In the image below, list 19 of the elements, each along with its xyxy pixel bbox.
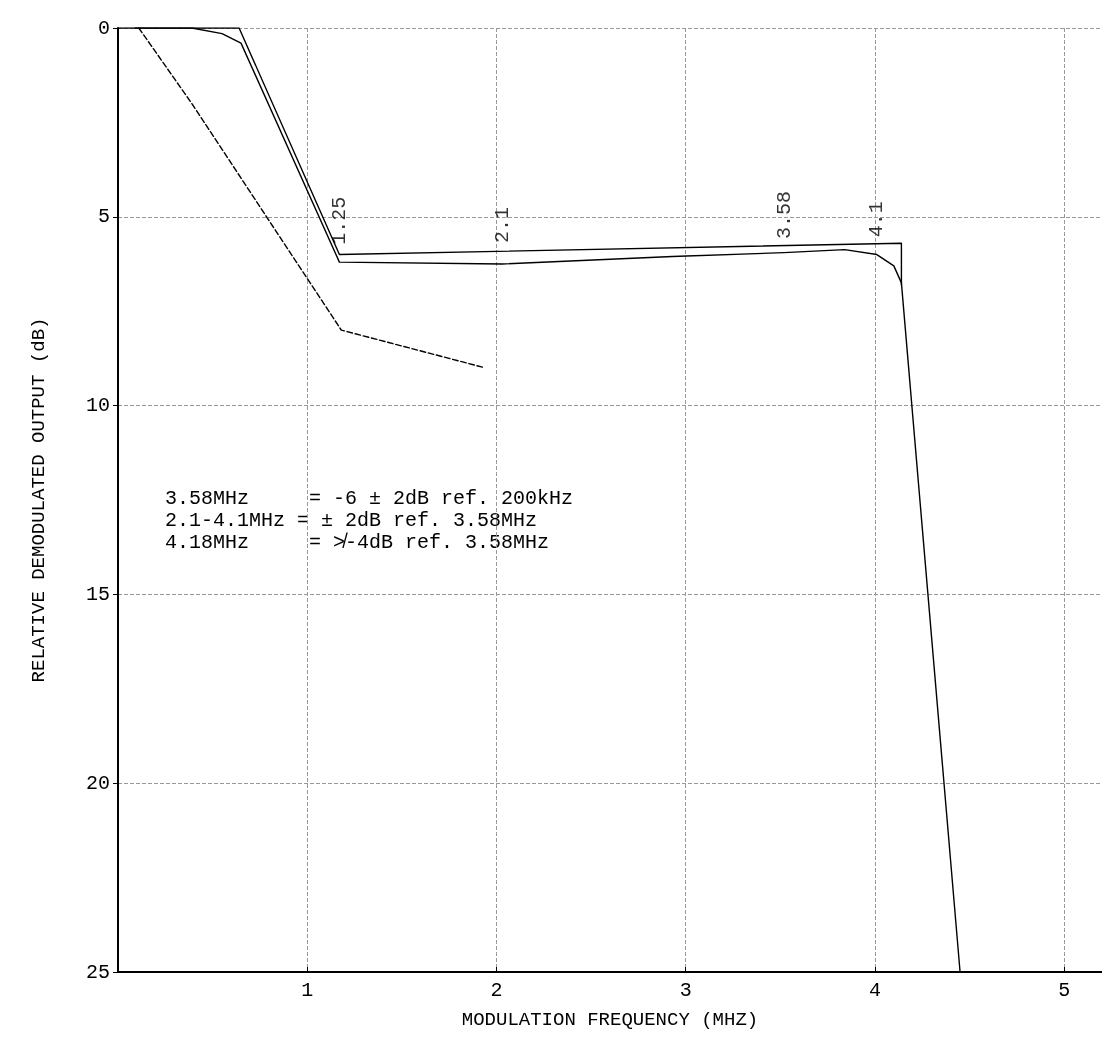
annotation: 1.25 bbox=[327, 196, 351, 245]
annotation: 4.18MHz = ≯-4dB ref. 3.58MHz bbox=[165, 530, 550, 554]
y-tick-label: 10 bbox=[85, 394, 110, 418]
y-tick-label: 5 bbox=[97, 205, 110, 229]
annotation: 3.58 bbox=[772, 191, 796, 240]
x-tick-label: 1 bbox=[301, 978, 314, 1002]
annotation: 2.1 bbox=[490, 206, 514, 243]
x-tick-label: 5 bbox=[1058, 978, 1071, 1002]
annotation: 3.58MHz = -6 ± 2dB ref. 200kHz bbox=[165, 486, 574, 510]
y-axis-title: RELATIVE DEMODULATED OUTPUT (dB) bbox=[27, 317, 50, 683]
annotation: 4.1 bbox=[865, 201, 889, 238]
y-tick-label: 0 bbox=[97, 16, 110, 40]
y-tick-label: 15 bbox=[85, 582, 110, 606]
y-tick-label: 25 bbox=[85, 960, 110, 984]
x-tick-label: 2 bbox=[490, 978, 503, 1002]
x-tick-label: 3 bbox=[679, 978, 692, 1002]
x-tick-label: 4 bbox=[868, 978, 881, 1002]
y-tick-label: 20 bbox=[85, 771, 110, 795]
x-axis-title: MODULATION FREQUENCY (MHZ) bbox=[461, 1008, 759, 1031]
